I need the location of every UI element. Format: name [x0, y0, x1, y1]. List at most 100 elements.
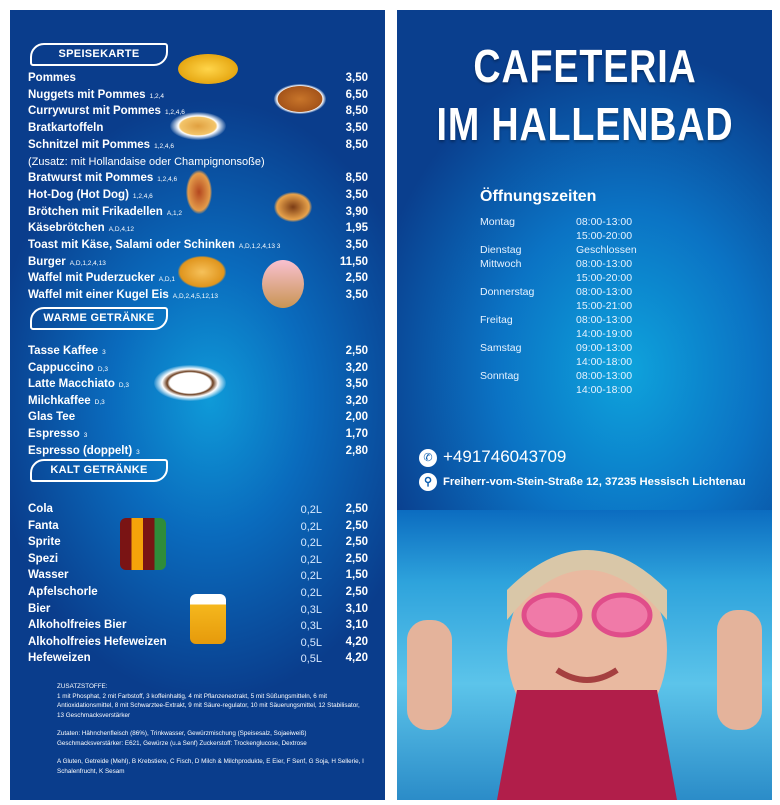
menu-item: Espresso (doppelt) 3 2,80 [28, 443, 368, 459]
hours-day [480, 229, 576, 243]
hours-row: Dienstag Geschlossen [480, 243, 637, 257]
item-name: Espresso [28, 428, 80, 440]
item-price: 3,20 [345, 394, 368, 407]
item-price: 2,50 [345, 345, 368, 357]
menu-item: Cappuccino D,3 3,20 [28, 360, 368, 376]
item-price: 3,20 [345, 361, 368, 374]
menu-item: Schnitzel mit Pommes 1,2,4,6 8,50 [28, 137, 368, 153]
item-price: 3,50 [345, 239, 368, 251]
beer-mug-image [190, 594, 226, 644]
item-allergens: A,D,2,4,5,12,13 [172, 293, 218, 301]
hours-day: Sonntag [480, 370, 520, 382]
item-price: 4,20 [345, 635, 368, 648]
item-name: Schnitzel mit Pommes [28, 138, 151, 151]
item-size: 0,5L [300, 653, 322, 666]
item-price: 8,50 [345, 138, 368, 151]
item-name: Currywurst mit Pommes [28, 105, 161, 118]
child-illustration [407, 550, 762, 800]
menu-item: Espresso 3 1,70 [28, 426, 368, 442]
item-allergens: 1,2,4,6 [154, 142, 174, 150]
item-name: Hot-Dog (Hot Dog) [28, 188, 129, 201]
item-allergens: D,3 [118, 382, 130, 390]
hours-time: 08:00-13:00 [576, 286, 633, 298]
hours-time: 15:00-21:00 [576, 300, 633, 312]
waffles-image [178, 256, 226, 288]
menu-item: Glas Tee 2,00 [28, 409, 368, 425]
menu-item: Waffel mit Puderzucker A,D,1 2,50 [28, 270, 368, 286]
hours-time: 08:00-13:00 [576, 370, 633, 382]
menu-item: Cola 0,2L 2,50 [28, 501, 368, 517]
item-price: 3,50 [345, 72, 368, 84]
item-allergens: A,D,1,2,4,13 [69, 259, 106, 267]
ice-cream-image [262, 260, 304, 308]
hours-row: 15:00-21:00 [480, 299, 637, 313]
hours-day [480, 355, 576, 369]
menu-item: Tasse Kaffee 3 2,50 [28, 343, 368, 359]
item-allergens: 1,2,4,6 [157, 176, 178, 184]
item-size: 0,2L [300, 504, 322, 516]
item-name: Cola [28, 503, 53, 515]
item-size: 0,2L [300, 520, 322, 533]
item-allergens: A,D,4,12 [108, 226, 134, 234]
hours-time: Geschlossen [576, 244, 637, 256]
item-price: 3,50 [345, 122, 368, 135]
hours-day: Mittwoch [480, 258, 522, 270]
item-name: Burger [28, 255, 66, 268]
item-price: 1,50 [345, 569, 368, 582]
footnotes: ZUSATZSTOFFE: 1 mit Phosphat, 2 mit Farb… [57, 682, 367, 785]
hours-time: 15:00-20:00 [576, 272, 633, 284]
item-name: Brötchen mit Frikadellen [28, 205, 163, 218]
opening-hours: Öffnungszeiten Montag 08:00-13:00 15:00-20… [480, 188, 637, 397]
hours-row: 14:00-19:00 [480, 327, 637, 341]
phone-line[interactable]: ✆ +491746043709 [419, 447, 769, 467]
menu-item: Burger A,D,1,2,4,13 11,50 [28, 254, 368, 270]
item-size: 0,5L [300, 636, 322, 649]
menu-item: Hot-Dog (Hot Dog) 1,2,4,6 3,50 [28, 187, 368, 203]
hours-row: 14:00-18:00 [480, 355, 637, 369]
hours-time: 14:00-18:00 [576, 356, 633, 368]
item-name: Latte Macchiato [28, 378, 115, 391]
warme-getraenke-header: WARME GETRÄNKE [30, 307, 168, 330]
address: Freiherr-vom-Stein-Straße 12, 37235 Hess… [443, 475, 746, 488]
hours-row: Sonntag 08:00-13:00 [480, 369, 637, 383]
phone-number[interactable]: +491746043709 [443, 447, 567, 466]
burger-image [274, 192, 312, 222]
menu-item: Bratwurst mit Pommes 1,2,4,6 8,50 [28, 170, 368, 186]
soda-bottles-image [120, 518, 166, 570]
menu-item: Fanta 0,2L 2,50 [28, 518, 368, 534]
hours-row: 14:00-18:00 [480, 383, 637, 397]
item-price: 3,50 [345, 188, 368, 201]
menu-item: Alkoholfreies Bier 0,3L 3,10 [28, 617, 368, 633]
title-hallenbad: IM HALLENBAD [436, 98, 733, 150]
item-price: 3,50 [345, 378, 368, 391]
menu-item: Milchkaffee D,3 3,20 [28, 393, 368, 409]
item-name: Waffel mit einer Kugel Eis [28, 289, 169, 302]
item-size: 0,2L [300, 570, 322, 583]
hours-row: 15:00-20:00 [480, 229, 637, 243]
item-name: Bratkartoffeln [28, 122, 104, 135]
hours-day: Montag [480, 216, 516, 228]
item-price: 6,50 [345, 88, 368, 101]
item-name: Cappuccino [28, 361, 94, 374]
contact-info: ✆ +491746043709 ⚲ Freiherr-vom-Stein-Straß… [419, 447, 769, 491]
menu-panel: SPEISEKARTE Pommes 3,50 Nuggets mit Pommes… [10, 10, 385, 800]
item-price: 2,50 [345, 272, 368, 285]
item-price: 2,50 [345, 586, 368, 598]
hours-time: 08:00-13:00 [576, 314, 633, 326]
item-price: 4,20 [345, 652, 368, 665]
item-price: 2,50 [345, 519, 368, 532]
menu-item: Latte Macchiato D,3 3,50 [28, 376, 368, 392]
item-allergens: D,3 [97, 365, 108, 373]
menu-item: Brötchen mit Frikadellen A,1,2 3,90 [28, 204, 368, 220]
item-allergens: 1,2,4,6 [132, 192, 153, 200]
item-name: Apfelschorle [28, 586, 98, 598]
item-allergens: 3 [102, 349, 106, 356]
item-name: Sprite [28, 536, 61, 549]
schnitzel-plate-image [170, 112, 226, 140]
schnitzel-note: (Zusatz: mit Hollandaise oder Champignon… [28, 155, 265, 168]
item-name: Glas Tee [28, 411, 76, 424]
hours-day [480, 383, 576, 397]
location-pin-icon: ⚲ [419, 473, 437, 491]
menu-item: Waffel mit einer Kugel Eis A,D,2,4,5,12,1… [28, 287, 368, 303]
item-price: 3,90 [345, 205, 368, 218]
